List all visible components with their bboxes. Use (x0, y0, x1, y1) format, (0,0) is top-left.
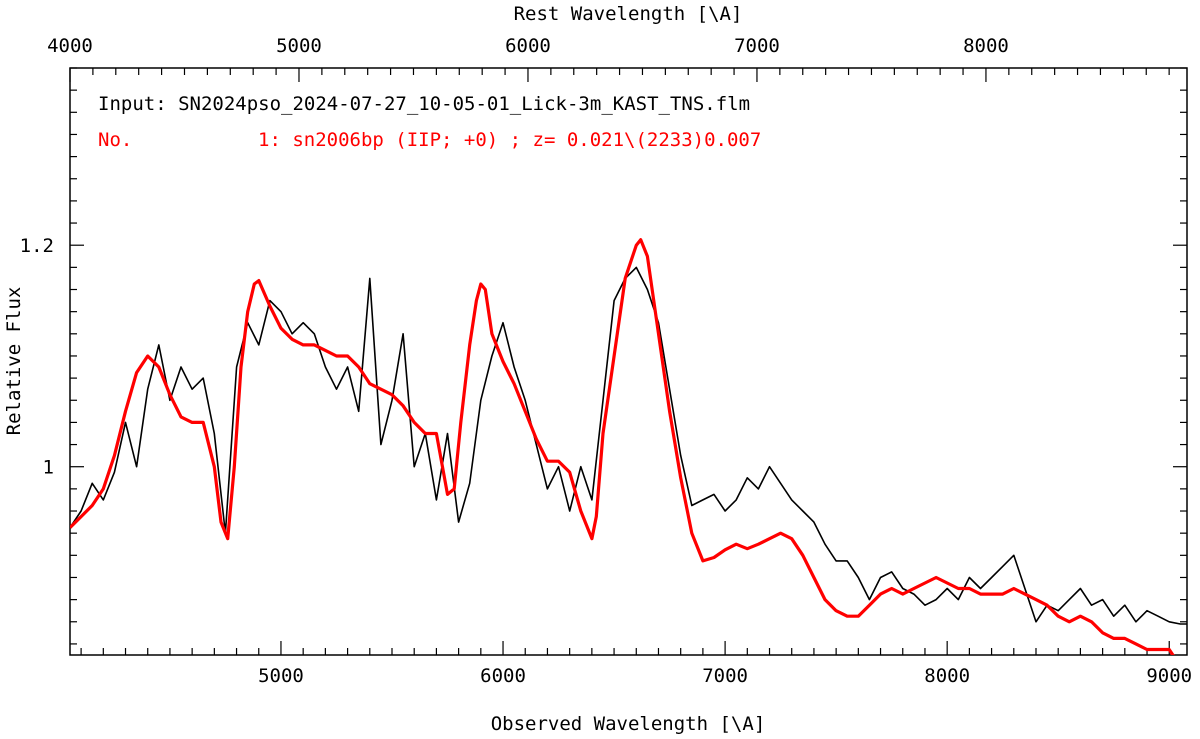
x2-tick-label: 6000 (505, 35, 551, 57)
x-tick-label: 6000 (480, 665, 526, 687)
x-axis-ticks: 5000 6000 7000 8000 9000 (80, 641, 1192, 687)
chart-title-input: Input: SN2024pso_2024-07-27_10-05-01_Lic… (98, 93, 750, 115)
template-spectrum-line (70, 238, 1175, 655)
x-tick-label: 8000 (924, 665, 970, 687)
chart-legend-label: No. (98, 129, 132, 151)
x2-tick-label: 5000 (276, 35, 322, 57)
input-spectrum-line (70, 266, 1187, 625)
x-axis-label: Observed Wavelength [\A] (491, 713, 766, 735)
x2-tick-label: 8000 (963, 35, 1009, 57)
y-tick-label: 1.2 (20, 235, 54, 257)
chart-legend-match: 1: sn2006bp (IIP; +0) ; z= 0.021\(2233)0… (258, 129, 761, 151)
series-layer (70, 238, 1187, 655)
x2-tick-label: 4000 (47, 35, 93, 57)
x-tick-label: 5000 (258, 665, 304, 687)
x-tick-label: 7000 (702, 665, 748, 687)
x2-tick-label: 7000 (734, 35, 780, 57)
x-tick-label: 9000 (1146, 665, 1192, 687)
x2-axis-ticks: 4000 5000 6000 7000 8000 (47, 35, 1170, 82)
y-axis-ticks: 11.2 (20, 67, 1187, 645)
y-axis-label: Relative Flux (3, 287, 25, 436)
plot-frame (69, 67, 1188, 656)
x2-axis-label: Rest Wavelength [\A] (514, 3, 743, 25)
y-tick-label: 1 (43, 457, 54, 479)
